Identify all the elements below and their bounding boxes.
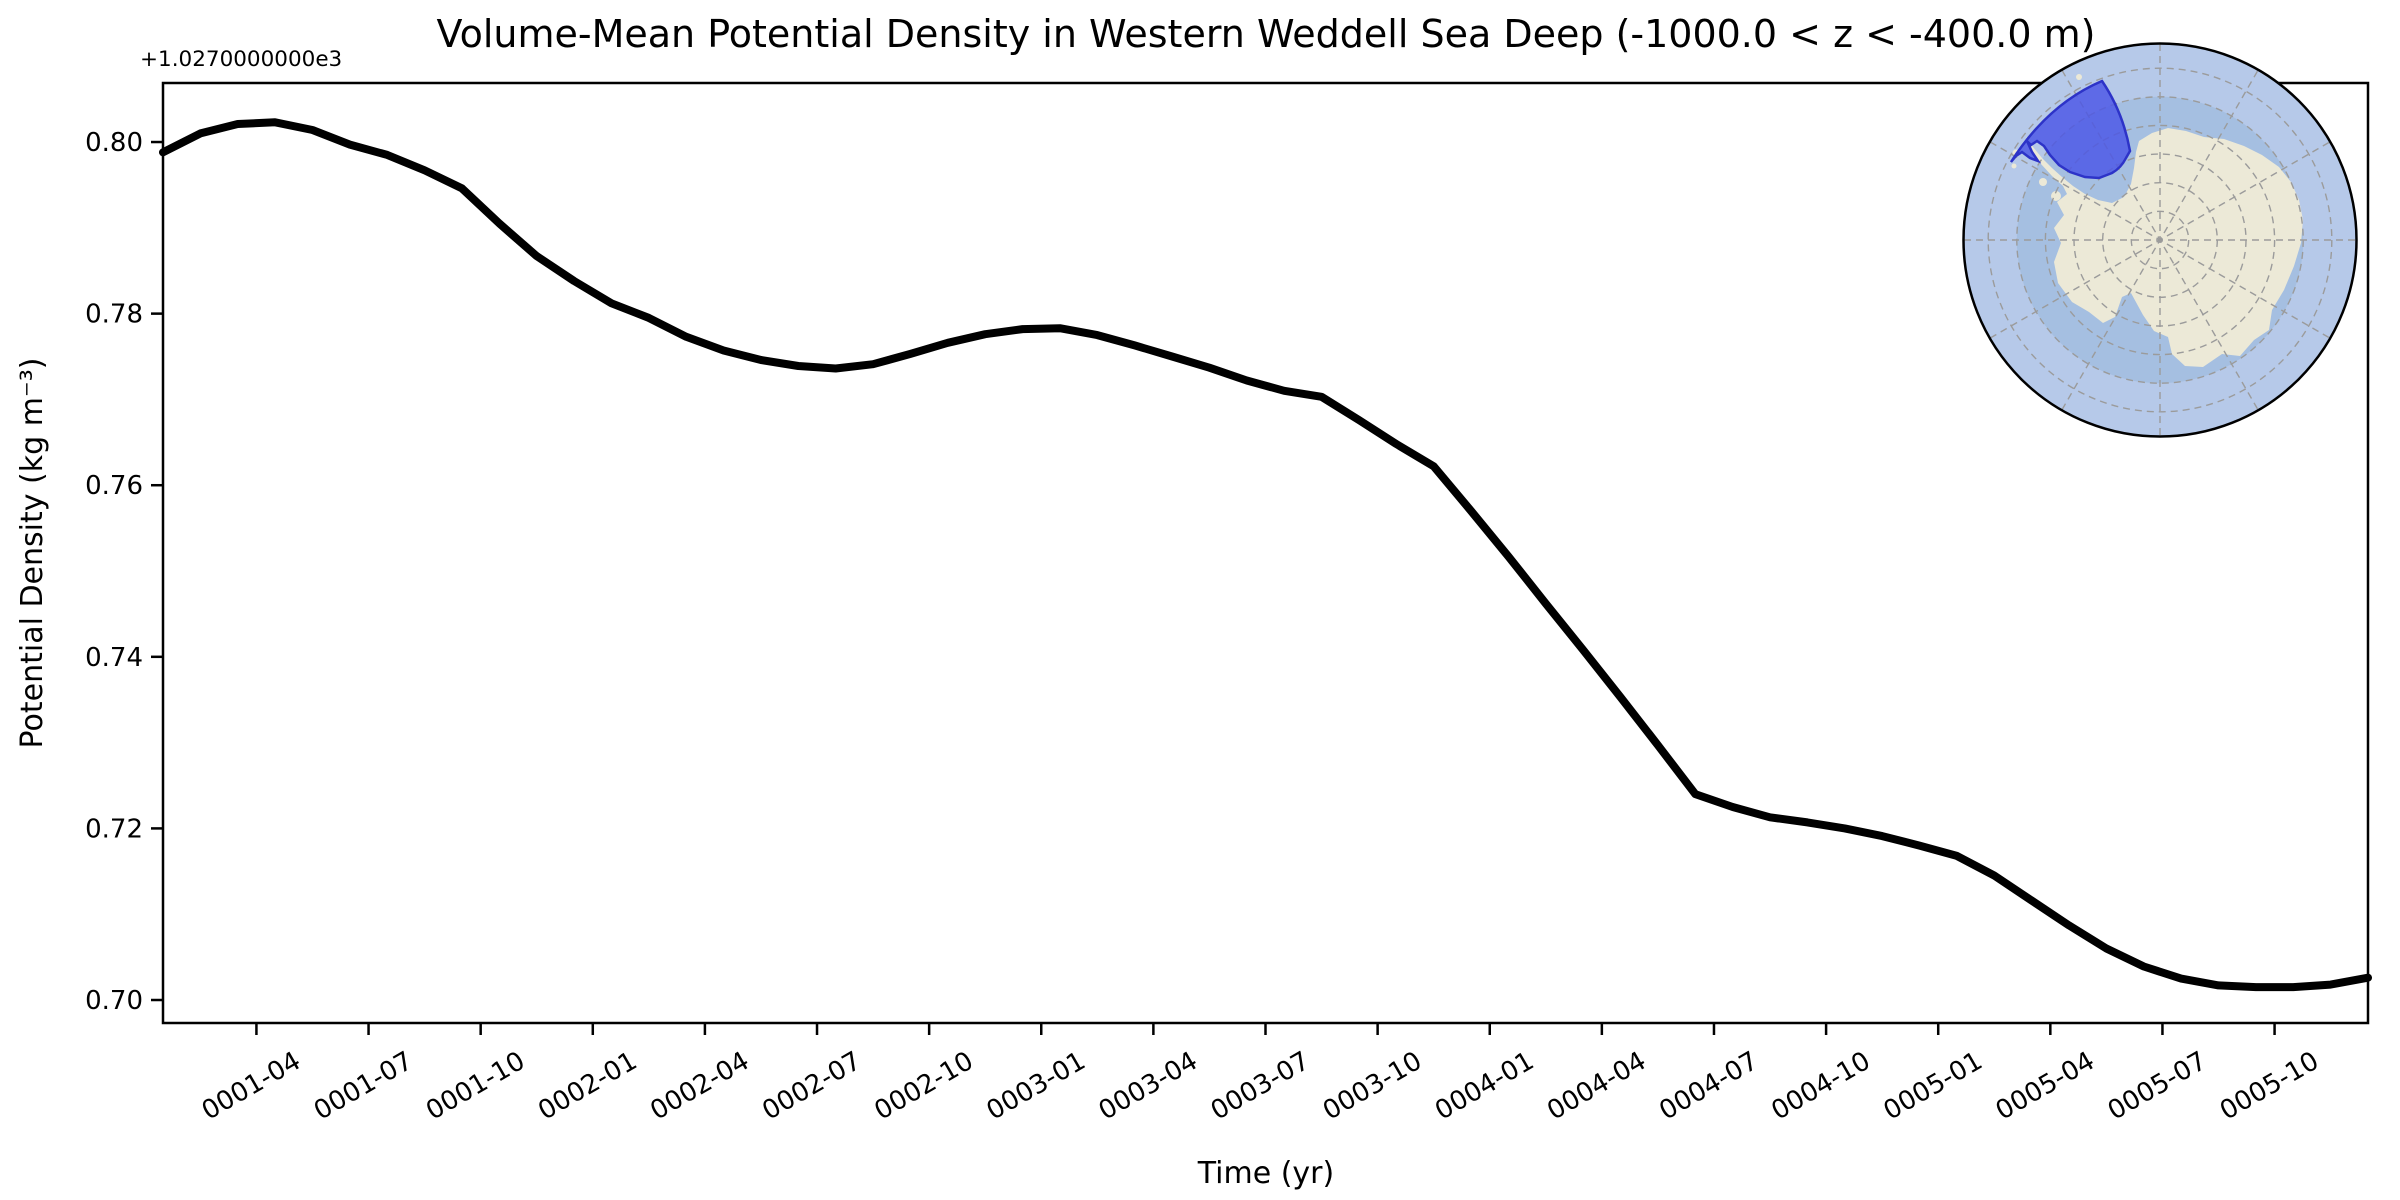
- x-tick-label: 0004-04: [1542, 1046, 1651, 1126]
- x-tick-label: 0001-07: [309, 1046, 418, 1126]
- plot-border: [161, 81, 2370, 1025]
- x-tick-label: 0005-10: [2215, 1046, 2324, 1126]
- y-tick-label: 0.76: [85, 471, 143, 501]
- y-axis-ticks: 0.80 0.78 0.76 0.74 0.72 0.70: [85, 128, 163, 1016]
- graticule-lines: [1964, 44, 2356, 436]
- x-axis-label: Time (yr): [1197, 1156, 1334, 1191]
- x-tick-label: 0004-01: [1430, 1046, 1539, 1126]
- x-tick-label: 0001-10: [421, 1046, 530, 1126]
- y-tick-label: 0.70: [85, 986, 143, 1016]
- x-tick-label: 0004-07: [1654, 1046, 1763, 1126]
- map-border-circle: [1962, 42, 2358, 438]
- x-tick-label: 0005-04: [1991, 1046, 2100, 1126]
- y-tick-label: 0.80: [85, 128, 143, 158]
- x-tick-label: 0001-04: [197, 1046, 306, 1126]
- latitude-circle: [2044, 124, 2276, 356]
- x-tick-label: 0002-07: [757, 1046, 866, 1126]
- meridian-line: [2061, 69, 2259, 411]
- x-tick-label: 0005-01: [1879, 1046, 1988, 1126]
- y-axis-label: Potential Density (kg m⁻³): [15, 358, 50, 749]
- x-tick-label: 0003-04: [1094, 1046, 1203, 1126]
- y-tick-label: 0.72: [85, 814, 143, 844]
- y-tick-label: 0.78: [85, 300, 143, 330]
- x-axis-ticks: 0001-04 0001-07 0001-10 0002-01 0002-04 0002-…: [197, 1023, 2324, 1126]
- island: [2076, 74, 2082, 80]
- x-tick-label: 0004-10: [1767, 1046, 1876, 1126]
- x-tick-label: 0003-01: [982, 1046, 1091, 1126]
- chart-title: Volume-Mean Potential Density in Western…: [437, 12, 2096, 56]
- x-tick-label: 0002-01: [533, 1046, 642, 1126]
- antarctica-inset-map: [1962, 42, 2358, 438]
- x-tick-label: 0003-07: [1206, 1046, 1315, 1126]
- x-tick-label: 0002-04: [645, 1046, 754, 1126]
- weddell-sea-region-polygon: [2009, 79, 2132, 180]
- y-axis-offset-text: +1.0270000000e3: [140, 47, 342, 72]
- x-tick-label: 0005-07: [2103, 1046, 2212, 1126]
- x-tick-label: 0003-10: [1318, 1046, 1427, 1126]
- latitude-circle: [2130, 210, 2190, 270]
- potential-density-line: [159, 118, 2372, 992]
- y-tick-label: 0.74: [85, 643, 143, 673]
- x-tick-label: 0002-10: [870, 1046, 979, 1126]
- island: [2011, 163, 2017, 169]
- island: [2039, 178, 2047, 186]
